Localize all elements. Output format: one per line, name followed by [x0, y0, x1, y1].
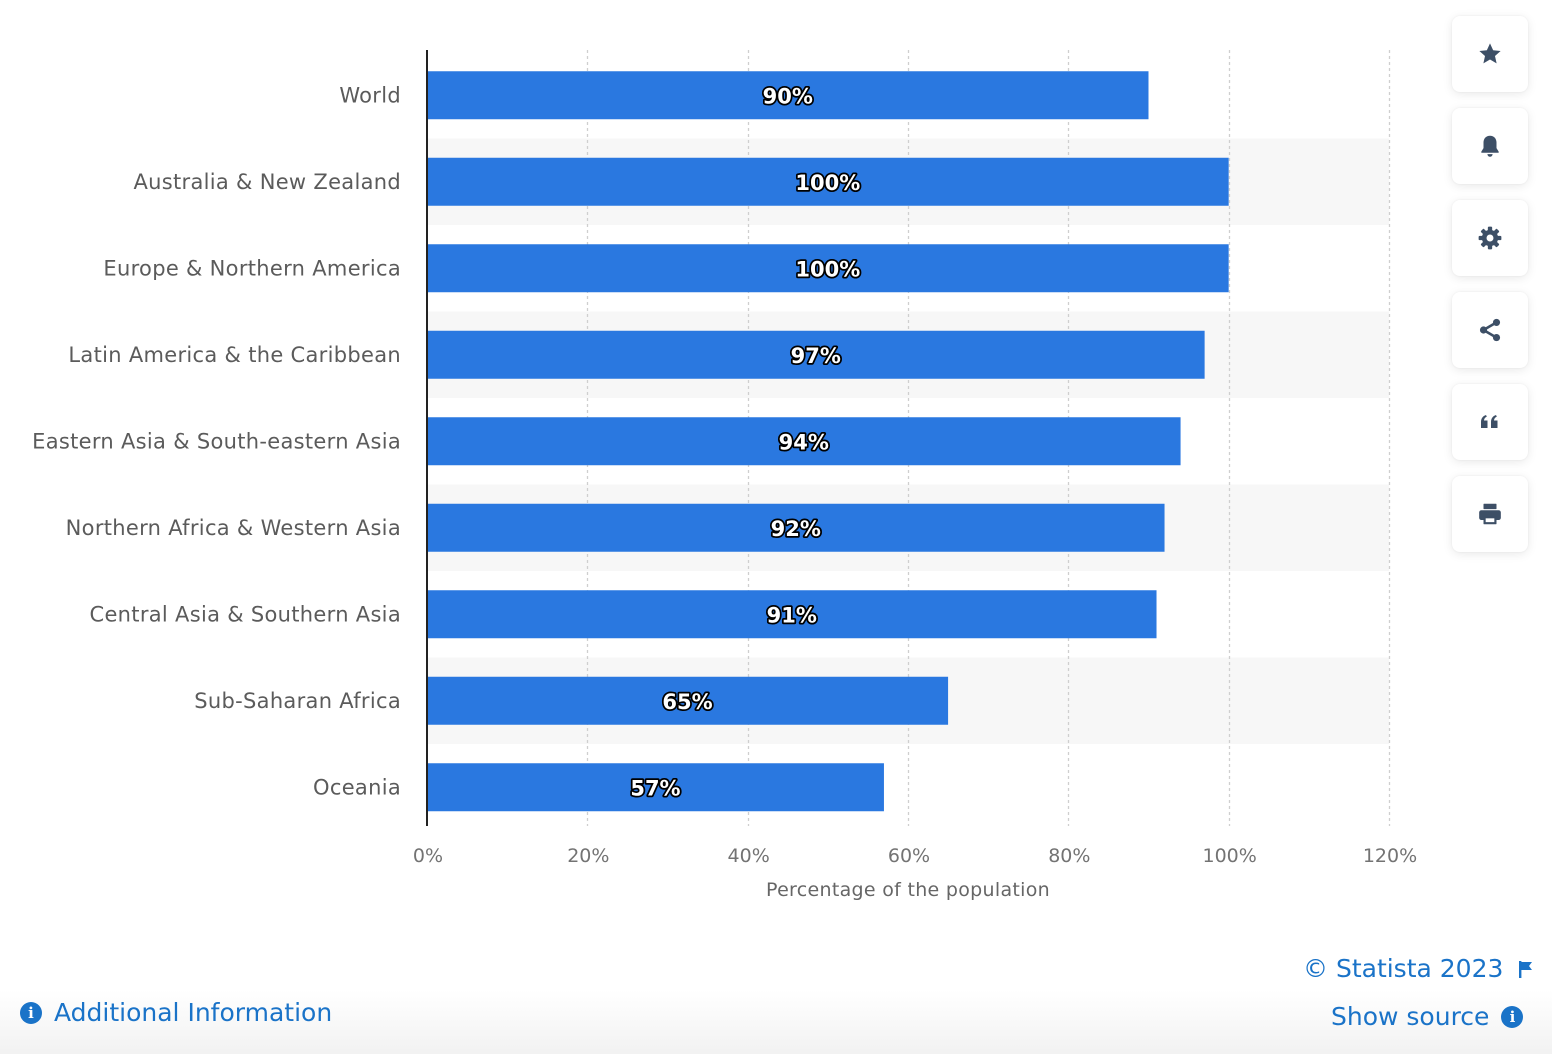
x-tick-label: 0% — [413, 845, 443, 867]
show-source-text: Show source — [1331, 1002, 1490, 1031]
data-label: 92% — [771, 517, 821, 541]
data-label: 94% — [779, 430, 829, 454]
x-tick-label: 40% — [728, 845, 770, 867]
additional-information-text: Additional Information — [54, 998, 333, 1027]
print-icon — [1479, 503, 1501, 525]
bar[interactable] — [427, 330, 1205, 379]
footer-background — [0, 990, 1552, 1054]
bar[interactable] — [427, 244, 1229, 293]
category-label: World — [339, 83, 401, 107]
data-label: 90% — [763, 84, 813, 108]
show-source-link[interactable]: Show source i — [1331, 1002, 1524, 1031]
category-label: Latin America & the Caribbean — [68, 343, 401, 367]
category-label: Oceania — [313, 775, 401, 799]
category-label: Australia & New Zealand — [133, 170, 401, 194]
data-label: 100% — [795, 257, 860, 281]
settings-button[interactable] — [1452, 200, 1528, 276]
additional-information-link[interactable]: i Additional Information — [20, 998, 332, 1027]
bars — [427, 71, 1229, 812]
bar[interactable] — [427, 417, 1181, 466]
bar[interactable] — [427, 590, 1157, 639]
bell-icon — [1481, 135, 1499, 157]
quote-icon — [1481, 415, 1498, 428]
x-tick-labels: 0% 20% 40% 60% 80% 100% 120% — [413, 845, 1417, 867]
bar[interactable] — [427, 157, 1229, 206]
category-label: Europe & Northern America — [103, 256, 401, 280]
data-label: 100% — [795, 171, 860, 195]
favorite-button[interactable] — [1452, 16, 1528, 92]
flag-icon — [1519, 960, 1533, 978]
bar[interactable] — [427, 763, 884, 812]
category-label: Eastern Asia & South-eastern Asia — [32, 429, 401, 453]
copyright-link[interactable]: © Statista 2023 — [1303, 954, 1535, 983]
cite-button[interactable] — [1452, 384, 1528, 460]
category-label: Central Asia & Southern Asia — [90, 602, 402, 626]
star-icon — [1479, 43, 1501, 64]
notification-button[interactable] — [1452, 108, 1528, 184]
info-icon: i — [1501, 1005, 1524, 1028]
share-icon — [1479, 318, 1501, 342]
gear-icon — [1478, 226, 1502, 250]
copyright-text: © Statista 2023 — [1303, 954, 1504, 983]
x-tick-label: 80% — [1048, 845, 1090, 867]
category-label: Northern Africa & Western Asia — [66, 516, 401, 540]
share-button[interactable] — [1452, 292, 1528, 368]
bar[interactable] — [427, 676, 949, 725]
print-button[interactable] — [1452, 476, 1528, 552]
bar[interactable] — [427, 503, 1165, 552]
x-axis-title: Percentage of the population — [766, 879, 1050, 901]
data-labels: 90% 100% 100% 97% 94% 92% 91% 65% 57% — [629, 83, 862, 803]
category-label: Sub-Saharan Africa — [194, 689, 401, 713]
data-label: 97% — [791, 344, 841, 368]
category-labels: World Australia & New Zealand Europe & Nor… — [32, 83, 401, 799]
x-tick-label: 120% — [1363, 845, 1417, 867]
x-tick-label: 20% — [567, 845, 609, 867]
data-label: 65% — [662, 690, 712, 714]
x-tick-label: 100% — [1203, 845, 1257, 867]
bar[interactable] — [427, 71, 1149, 120]
data-label: 57% — [630, 776, 680, 800]
x-tick-label: 60% — [888, 845, 930, 867]
info-icon: i — [20, 1001, 42, 1024]
data-label: 91% — [767, 603, 817, 627]
